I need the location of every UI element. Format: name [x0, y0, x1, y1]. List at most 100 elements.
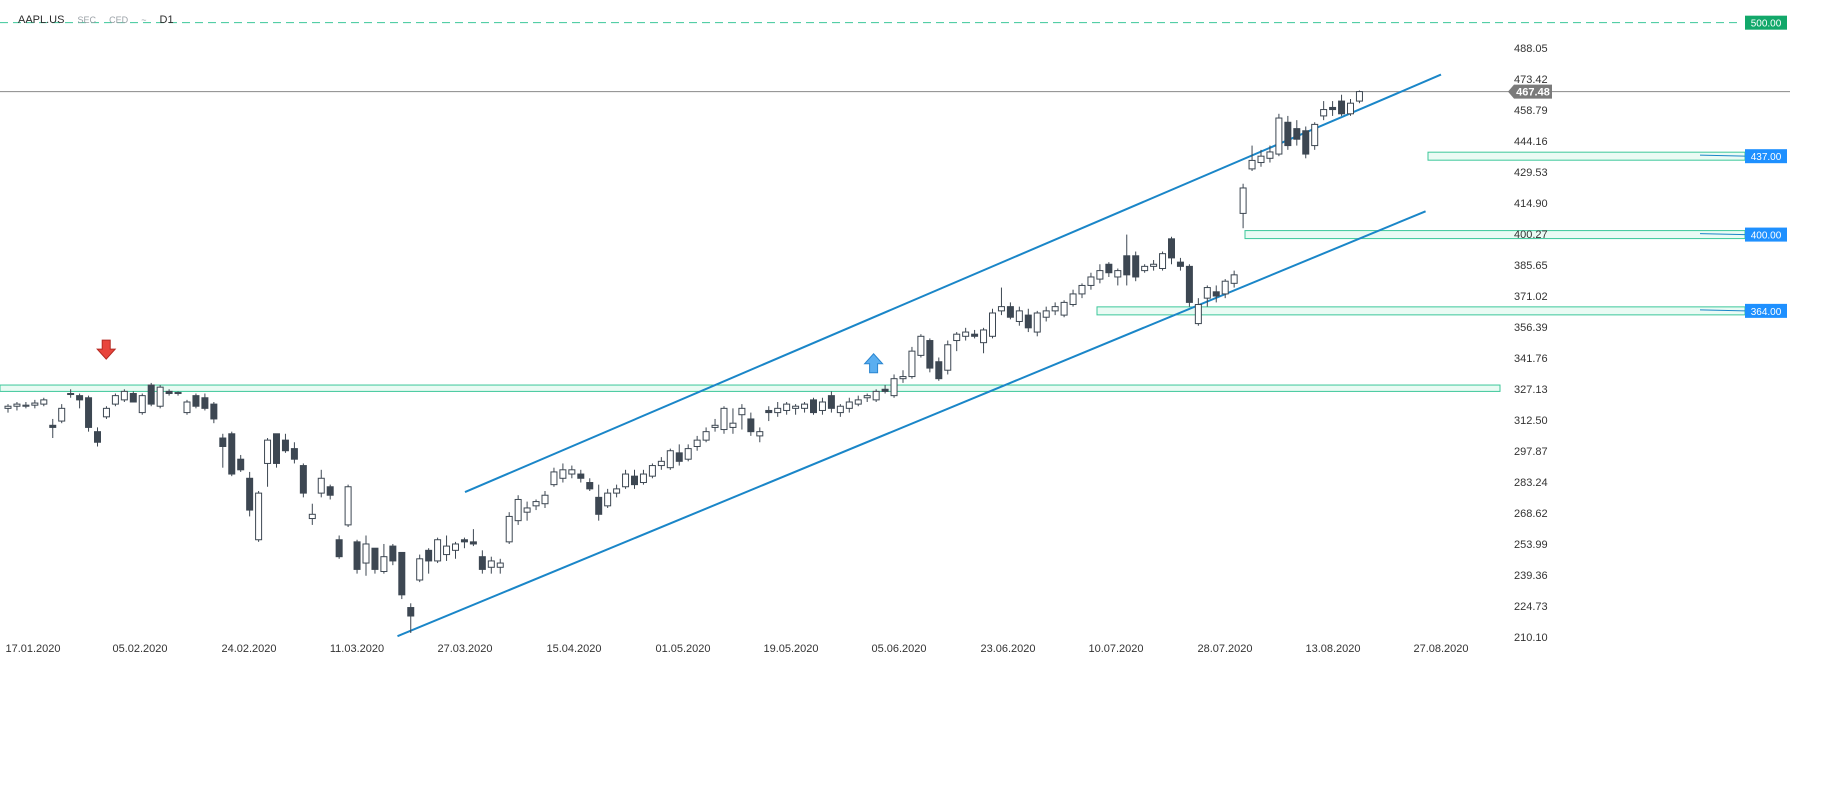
candle[interactable] — [111, 393, 119, 407]
candle[interactable] — [407, 603, 415, 633]
candle[interactable] — [1141, 264, 1149, 273]
candle[interactable] — [1132, 251, 1140, 282]
candle[interactable] — [326, 484, 334, 500]
candle[interactable] — [1239, 183, 1247, 229]
candle[interactable] — [67, 389, 75, 398]
candle[interactable] — [908, 346, 916, 379]
candle[interactable] — [1230, 270, 1238, 288]
candle[interactable] — [273, 433, 280, 468]
candle[interactable] — [810, 397, 817, 415]
candle[interactable] — [1159, 251, 1167, 271]
time-axis[interactable]: 17.01.2020 05.02.2020 24.02.2020 11.03.2020… — [5, 643, 1468, 655]
candle[interactable] — [434, 537, 442, 564]
candle[interactable] — [1329, 101, 1337, 116]
candle[interactable] — [1257, 149, 1265, 167]
candle[interactable] — [219, 433, 227, 468]
candle[interactable] — [648, 463, 656, 479]
candle[interactable] — [1033, 310, 1041, 337]
candle[interactable] — [94, 427, 101, 447]
candle[interactable] — [657, 457, 665, 470]
candle[interactable] — [49, 418, 57, 439]
candle[interactable] — [102, 406, 110, 419]
candle[interactable] — [147, 382, 155, 407]
candle[interactable] — [1320, 101, 1328, 121]
level-tag-364.00[interactable]: 364.00 — [1745, 303, 1787, 318]
candle[interactable] — [1302, 126, 1310, 159]
candle[interactable] — [201, 393, 209, 411]
trend-line-lower[interactable] — [397, 210, 1426, 638]
candle[interactable] — [156, 385, 164, 409]
candle[interactable] — [344, 484, 352, 528]
candle[interactable] — [1078, 283, 1086, 299]
candle[interactable] — [541, 490, 549, 508]
candle[interactable] — [22, 401, 30, 409]
candle[interactable] — [514, 495, 522, 525]
candle[interactable] — [639, 469, 647, 485]
candle[interactable] — [1338, 94, 1346, 116]
candle[interactable] — [747, 412, 755, 436]
candle[interactable] — [523, 501, 531, 521]
level-tag-400.00[interactable]: 400.00 — [1745, 227, 1787, 242]
candle[interactable] — [228, 431, 236, 477]
candle[interactable] — [308, 503, 316, 525]
candle[interactable] — [1123, 234, 1131, 286]
candle[interactable] — [702, 427, 710, 443]
candle[interactable] — [1275, 113, 1283, 157]
candle[interactable] — [1293, 120, 1301, 146]
candle[interactable] — [765, 406, 773, 422]
candle[interactable] — [183, 399, 191, 415]
candle[interactable] — [380, 543, 388, 574]
candle[interactable] — [845, 397, 853, 413]
candle[interactable] — [631, 469, 638, 489]
candle[interactable] — [854, 395, 862, 407]
candle[interactable] — [299, 463, 307, 498]
candle[interactable] — [1150, 260, 1158, 271]
candle[interactable] — [613, 484, 621, 498]
candle[interactable] — [881, 385, 889, 394]
candle[interactable] — [1194, 298, 1202, 326]
candle[interactable] — [980, 327, 988, 354]
candle[interactable] — [1168, 236, 1175, 265]
candle[interactable] — [684, 444, 692, 462]
candle[interactable] — [917, 334, 925, 358]
candle[interactable] — [255, 490, 263, 542]
current-price-tag[interactable]: 467.48 — [1508, 84, 1552, 99]
candle[interactable] — [246, 471, 254, 517]
candle[interactable] — [398, 551, 406, 600]
candle[interactable] — [1221, 279, 1229, 299]
candle[interactable] — [13, 401, 21, 411]
candle[interactable] — [693, 435, 701, 451]
candle[interactable] — [264, 438, 272, 487]
candle[interactable] — [1311, 122, 1319, 150]
candle[interactable] — [953, 332, 961, 352]
level-tag-500.00[interactable]: 500.00 — [1745, 15, 1787, 30]
candle[interactable] — [1347, 98, 1354, 116]
symbol-label[interactable]: AAPL.US — [18, 14, 65, 26]
candle[interactable] — [362, 535, 370, 576]
candle[interactable] — [138, 393, 146, 415]
candle[interactable] — [863, 393, 871, 402]
candle[interactable] — [76, 393, 84, 409]
candle[interactable] — [1266, 145, 1274, 163]
candle[interactable] — [559, 463, 567, 483]
candle[interactable] — [120, 389, 128, 402]
candle[interactable] — [1212, 285, 1220, 303]
candle[interactable] — [192, 393, 200, 409]
candle[interactable] — [1006, 302, 1014, 320]
candle[interactable] — [1096, 264, 1104, 284]
candle[interactable] — [577, 469, 585, 483]
candle[interactable] — [1185, 264, 1193, 307]
candle[interactable] — [836, 404, 844, 417]
candle[interactable] — [729, 408, 737, 434]
candle[interactable] — [568, 465, 576, 479]
price-axis[interactable]: 488.05 473.42 458.79 444.16 429.53 414.90 400.… — [1508, 43, 1552, 644]
candle[interactable] — [478, 550, 486, 574]
candle[interactable] — [1024, 308, 1032, 333]
candle[interactable] — [129, 391, 137, 403]
candle[interactable] — [210, 401, 218, 424]
candle[interactable] — [720, 406, 728, 434]
candle[interactable] — [496, 558, 504, 574]
candle[interactable] — [604, 488, 612, 508]
candle[interactable] — [1060, 300, 1068, 318]
